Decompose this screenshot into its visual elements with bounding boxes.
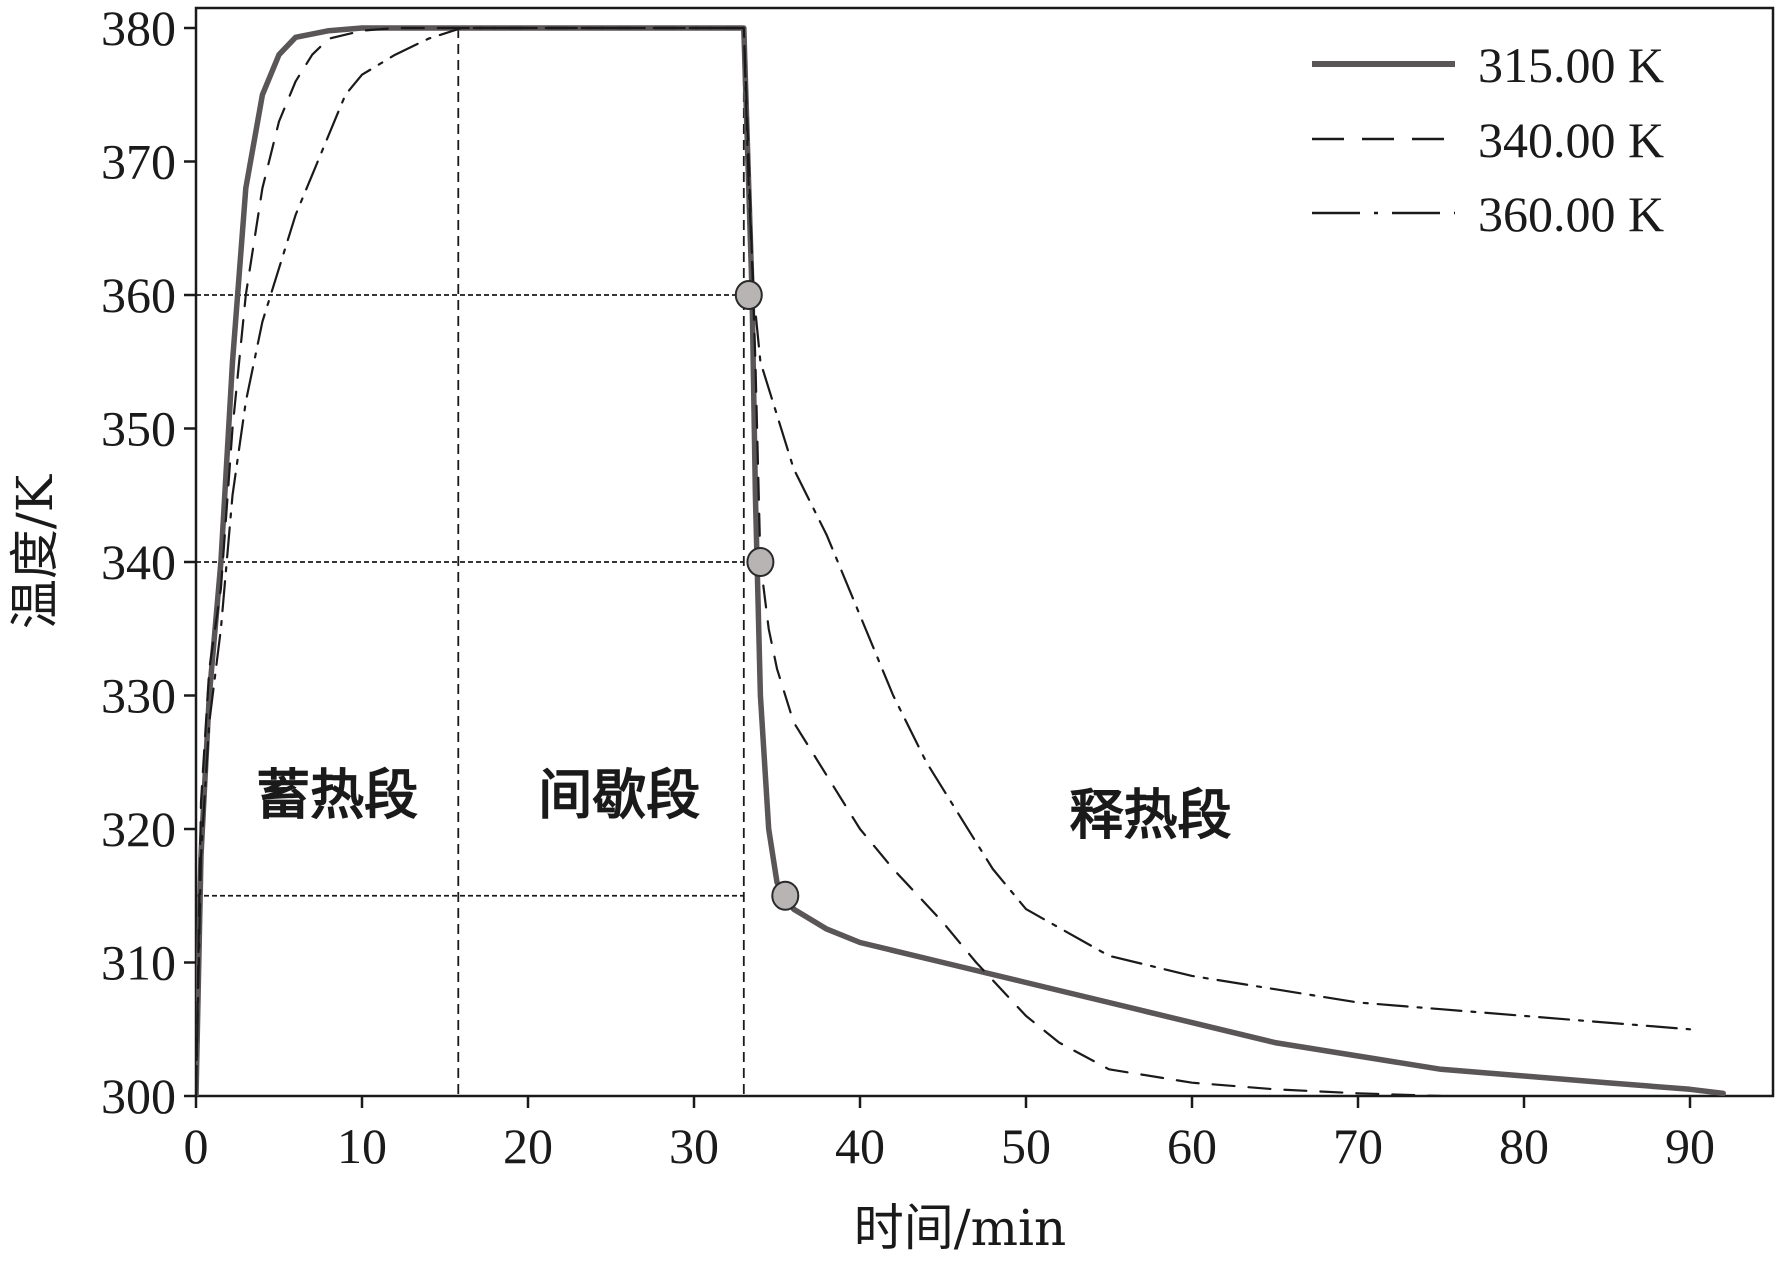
- y-tick-label: 300: [101, 1068, 176, 1124]
- y-axis-label: 温度/K: [6, 473, 64, 629]
- plot-frame: [194, 6, 1775, 1098]
- series-line-dashdot: [196, 26, 1692, 1096]
- data-marker: [746, 547, 775, 577]
- legend-label-360: 360.00 K: [1478, 186, 1664, 242]
- y-tick-label: 330: [101, 668, 176, 724]
- x-tick-label: 40: [835, 1118, 885, 1174]
- y-tick-label: 380: [101, 0, 176, 56]
- series-line-dashed: [196, 26, 1443, 1096]
- legend-label-315: 315.00 K: [1478, 37, 1664, 93]
- x-tick-label: 0: [184, 1118, 209, 1174]
- phase-label: 释热段: [1070, 783, 1232, 847]
- phase-label: 间歇段: [538, 763, 700, 827]
- series-line-solid: [196, 25, 1726, 1096]
- x-tick-label: 20: [503, 1118, 553, 1174]
- data-marker: [771, 880, 800, 911]
- phase-annotations: 蓄热段 间歇段 释热段: [256, 763, 1231, 847]
- data-marker: [734, 280, 763, 310]
- legend-label-340: 340.00 K: [1478, 112, 1664, 168]
- y-tick-label: 340: [101, 534, 176, 590]
- x-tick-label: 30: [669, 1118, 719, 1174]
- y-tick-label: 320: [101, 801, 176, 857]
- x-tick-label: 50: [1001, 1118, 1051, 1174]
- y-tick-label: 360: [101, 267, 176, 323]
- x-axis-label: 时间/min: [854, 1199, 1066, 1257]
- x-tick-label: 70: [1333, 1118, 1383, 1174]
- reference-lines: [196, 28, 745, 1096]
- x-tick-label: 80: [1499, 1118, 1549, 1174]
- x-tick-label: 90: [1665, 1118, 1715, 1174]
- y-tick-label: 310: [101, 935, 176, 991]
- axis-ticks: 0 10 20 30 40 50 60 70 80 90 300 310 320 330 340 350 360…: [101, 0, 1715, 1174]
- legend: 315.00 K 340.00 K 360.00 K: [1312, 37, 1664, 242]
- phase-label: 蓄热段: [256, 763, 418, 827]
- x-tick-label: 10: [337, 1118, 387, 1174]
- y-tick-label: 350: [101, 401, 176, 457]
- markers: [734, 280, 800, 911]
- y-tick-label: 370: [101, 134, 176, 190]
- x-tick-label: 60: [1167, 1118, 1217, 1174]
- series-lines: [196, 25, 1726, 1096]
